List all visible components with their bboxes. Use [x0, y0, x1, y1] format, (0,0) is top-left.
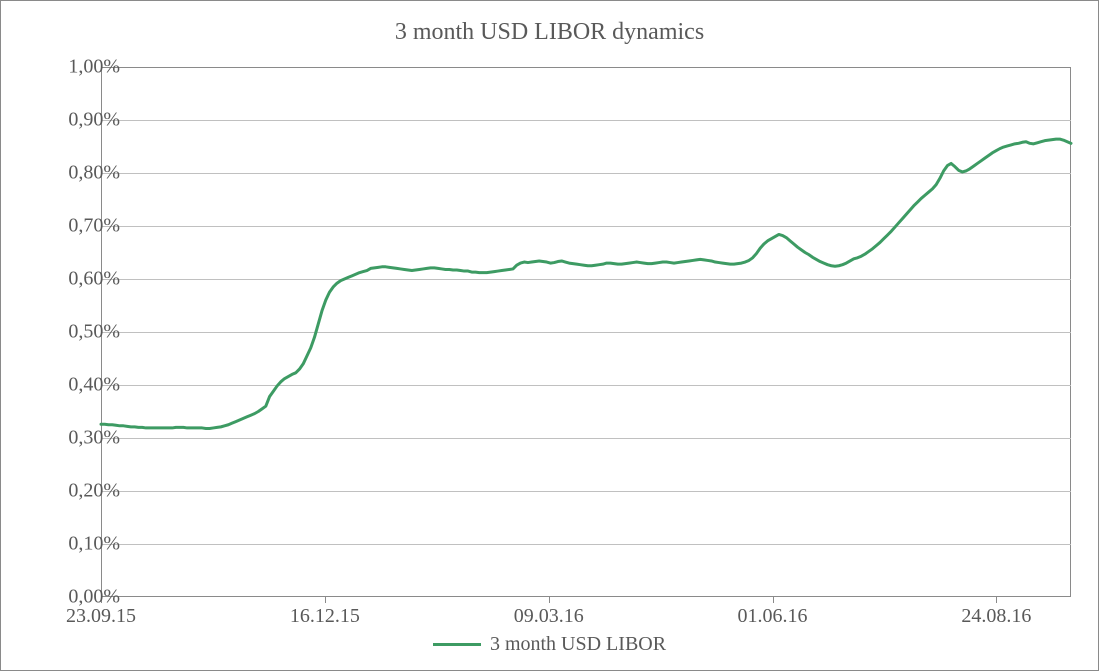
y-axis-label: 0,80%	[40, 162, 120, 185]
y-axis-label: 0,70%	[40, 215, 120, 238]
plot-area	[101, 67, 1071, 597]
y-axis-label: 0,30%	[40, 427, 120, 450]
x-tick	[996, 597, 997, 603]
x-axis-label: 01.06.16	[738, 605, 808, 628]
y-axis-label: 0,20%	[40, 480, 120, 503]
legend: 3 month USD LIBOR	[1, 632, 1098, 656]
y-axis-label: 0,60%	[40, 268, 120, 291]
x-tick	[549, 597, 550, 603]
x-axis-label: 24.08.16	[961, 605, 1031, 628]
y-axis-label: 1,00%	[40, 56, 120, 79]
chart-title: 3 month USD LIBOR dynamics	[1, 19, 1098, 46]
x-tick	[325, 597, 326, 603]
x-axis-label: 09.03.16	[514, 605, 584, 628]
x-tick	[773, 597, 774, 603]
x-axis-label: 23.09.15	[66, 605, 136, 628]
series-line	[101, 139, 1071, 428]
y-axis-label: 0,10%	[40, 533, 120, 556]
y-axis-label: 0,90%	[40, 109, 120, 132]
x-axis-label: 16.12.15	[290, 605, 360, 628]
chart-frame: 3 month USD LIBOR dynamics 0,00%0,10%0,2…	[0, 0, 1099, 671]
y-axis-label: 0,50%	[40, 321, 120, 344]
line-series-svg	[101, 67, 1071, 597]
legend-line-sample	[433, 643, 481, 646]
legend-label: 3 month USD LIBOR	[490, 633, 666, 656]
y-axis-label: 0,40%	[40, 374, 120, 397]
